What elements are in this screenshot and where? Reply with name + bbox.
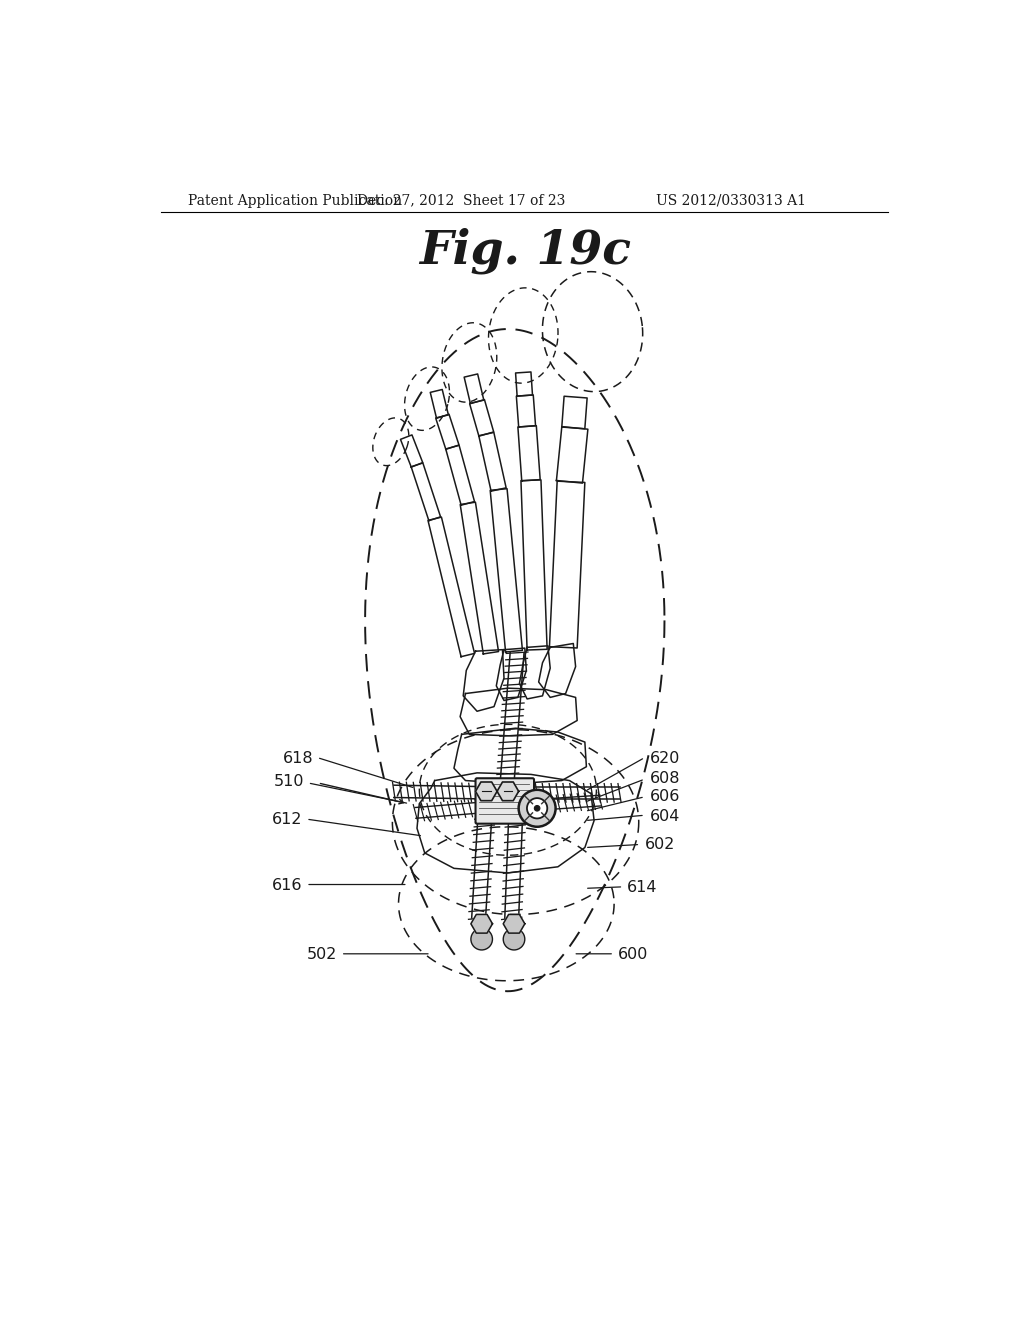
Polygon shape	[503, 915, 524, 933]
Text: 612: 612	[272, 812, 302, 826]
Circle shape	[518, 789, 556, 826]
Text: 604: 604	[649, 809, 680, 824]
Polygon shape	[475, 781, 497, 801]
Text: Fig. 19c: Fig. 19c	[419, 227, 631, 275]
Circle shape	[535, 805, 540, 810]
Text: 602: 602	[645, 837, 675, 851]
Text: 620: 620	[649, 751, 680, 766]
Text: US 2012/0330313 A1: US 2012/0330313 A1	[656, 194, 806, 207]
Text: 600: 600	[617, 946, 648, 962]
Text: 510: 510	[273, 774, 304, 789]
Circle shape	[471, 928, 493, 950]
Polygon shape	[497, 781, 518, 801]
Text: 614: 614	[628, 879, 657, 895]
Text: 616: 616	[272, 878, 302, 892]
Text: 606: 606	[649, 789, 680, 804]
Text: Dec. 27, 2012  Sheet 17 of 23: Dec. 27, 2012 Sheet 17 of 23	[357, 194, 566, 207]
Circle shape	[503, 928, 524, 950]
FancyBboxPatch shape	[475, 779, 535, 824]
Text: 608: 608	[649, 771, 680, 785]
Text: 502: 502	[307, 946, 337, 962]
Text: 618: 618	[283, 751, 313, 766]
Circle shape	[527, 799, 547, 818]
Polygon shape	[471, 915, 493, 933]
Text: Patent Application Publication: Patent Application Publication	[188, 194, 402, 207]
